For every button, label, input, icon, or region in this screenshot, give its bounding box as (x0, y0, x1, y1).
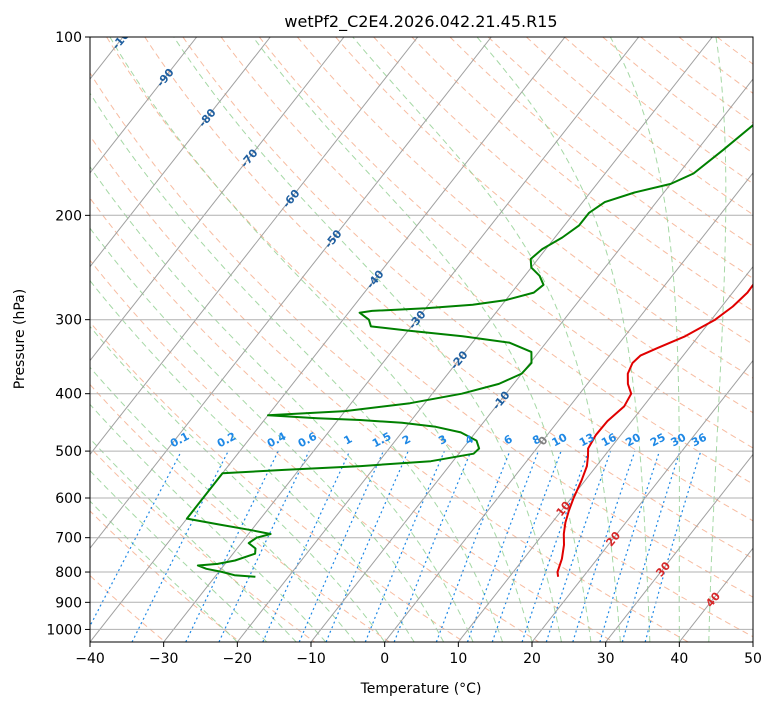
y-tick-label: 400 (55, 387, 82, 403)
grid-lines (90, 37, 753, 642)
x-tick-label: 20 (523, 651, 541, 667)
y-tick-label: 800 (55, 565, 82, 581)
isotherm-line (90, 37, 566, 642)
mixing-ratio-line (545, 450, 612, 642)
mixing-ratio-line (521, 450, 590, 642)
mixing-ratio-label: 13 (577, 431, 597, 450)
mixing-ratio-label: 20 (623, 431, 643, 450)
moist-adiabat-line (90, 325, 386, 642)
mixing-ratio-line (325, 450, 409, 642)
mixing-ratio-label: 16 (599, 431, 619, 450)
plot-frame (89, 36, 754, 643)
x-tick-label: 40 (670, 651, 688, 667)
x-tick-label: 10 (449, 651, 467, 667)
mixing-ratio-label: 25 (648, 431, 668, 450)
moist-adiabat-line (90, 437, 297, 642)
dry-adiabat-line (90, 574, 166, 642)
mixing-ratio-line (621, 450, 681, 642)
mixing-ratio-line (435, 450, 511, 642)
dry-adiabat-line (106, 37, 753, 598)
y-tick-label: 700 (55, 531, 82, 547)
mixing-ratio-line (298, 450, 384, 642)
x-tick-label: −40 (75, 651, 105, 667)
y-tick-label: 900 (55, 595, 82, 611)
y-tick-label: 600 (55, 491, 82, 507)
y-tick-label: 300 (55, 313, 82, 329)
background-lines (90, 37, 753, 642)
moist-adiabat-line (90, 279, 415, 642)
dry-adiabat-line (90, 321, 465, 642)
y-tick-label: 500 (55, 444, 82, 460)
moist-adiabat-line (476, 37, 651, 642)
x-tick-label: 50 (744, 651, 762, 667)
mixing-ratio-line (599, 450, 661, 642)
isotherm-line (90, 37, 345, 362)
moist-adiabat-line (708, 37, 727, 642)
mixing-ratio-line (185, 450, 279, 642)
dry-adiabat-line (90, 259, 540, 642)
moist-adiabat-line (90, 403, 327, 642)
moist-adiabat-line (90, 165, 474, 642)
moist-adiabat-line (90, 366, 356, 642)
moist-adiabat-line (90, 227, 445, 642)
y-tick-label: 1000 (46, 622, 82, 638)
temperature-profile-line (556, 283, 753, 577)
profile-lines (185, 123, 753, 578)
mixing-ratio-line (218, 450, 310, 642)
mixing-ratio-line (491, 450, 562, 642)
dewpoint-profile-line (185, 123, 753, 578)
isotherm-line (236, 37, 713, 642)
x-tick-label: −20 (223, 651, 253, 667)
dry-adiabat-line (220, 37, 753, 485)
isotherm-line (90, 37, 419, 456)
moist-adiabat-line (173, 37, 562, 642)
moist-adiabat-line (90, 92, 503, 642)
dry-adiabat-line (90, 510, 241, 642)
mixing-ratio-line (364, 450, 445, 642)
x-tick-label: 0 (380, 651, 389, 667)
mixing-ratio-label: 10 (550, 431, 570, 450)
x-axis-title: Temperature (°C) (360, 681, 482, 697)
x-tick-label: −30 (149, 651, 179, 667)
isotherm-line (605, 453, 753, 642)
x-tick-label: 30 (597, 651, 615, 667)
mixing-ratio-label: 30 (669, 431, 689, 450)
dry-adiabat-line (90, 197, 614, 642)
chart-title: wetPf2_C2E4.2026.042.21.45.R15 (284, 12, 557, 32)
mixing-ratio-label: 36 (689, 431, 709, 450)
isotherm-line (90, 37, 492, 549)
isotherm-line (90, 37, 271, 268)
moist-adiabat-line (352, 37, 621, 642)
dry-adiabat-line (90, 383, 390, 642)
isotherm-line (90, 37, 198, 174)
moist-adiabat-line (90, 469, 268, 642)
isotherm-line (163, 37, 640, 642)
dry-adiabat-line (411, 37, 753, 312)
isotherm-line (457, 265, 753, 642)
moist-adiabat-line (609, 37, 680, 642)
y-tick-label: 100 (55, 30, 82, 46)
moist-adiabat-line (252, 37, 592, 642)
moist-adiabat-line (109, 37, 533, 642)
isotherm-line (531, 359, 753, 642)
x-axis: −40 −30 −20 −10 0 10 20 30 40 50 (75, 642, 762, 667)
y-axis: 100 200 300 400 500 600 700 800 900 1000 (46, 30, 90, 638)
dry-adiabat-line (182, 37, 753, 522)
isotherm-line (384, 172, 753, 642)
dry-adiabat-line (144, 37, 753, 560)
y-axis-title: Pressure (hPa) (12, 289, 28, 389)
dry-adiabat-line (90, 446, 315, 642)
dry-adiabat-line (373, 37, 753, 345)
mixing-ratio-line (262, 450, 351, 642)
dry-adiabat-line (90, 135, 689, 642)
y-tick-label: 200 (55, 208, 82, 224)
mixing-ratio-line (572, 450, 636, 642)
isotherm-line (310, 78, 753, 642)
mixing-ratio-line (90, 450, 182, 628)
x-tick-label: −10 (296, 651, 326, 667)
moist-adiabat-line (90, 500, 238, 642)
